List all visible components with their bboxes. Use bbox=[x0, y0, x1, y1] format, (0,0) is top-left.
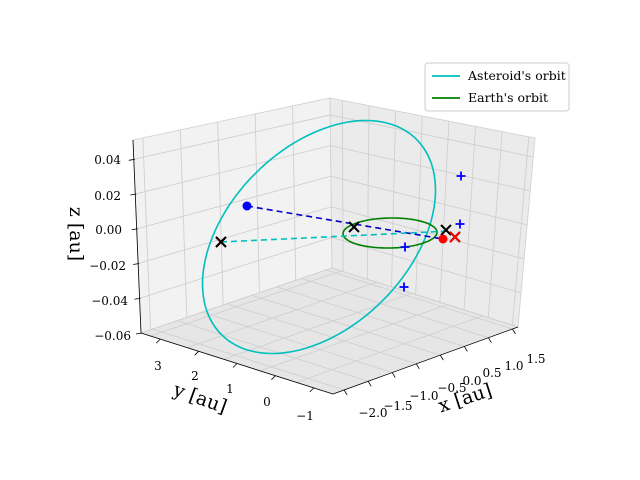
y-tick-mark bbox=[194, 351, 199, 356]
x-tick-mark bbox=[415, 363, 420, 370]
x-gridline bbox=[463, 126, 476, 310]
legend: Asteroid's orbit Earth's orbit bbox=[424, 62, 570, 112]
asteroid-earth-connector bbox=[246, 205, 444, 240]
x-floor-gridline bbox=[251, 294, 441, 356]
z-tick-label: −0.02 bbox=[89, 259, 126, 273]
x-floor-gridline bbox=[201, 311, 393, 373]
orbit-curves bbox=[201, 119, 451, 355]
z-tick-label: −0.06 bbox=[94, 329, 131, 343]
x-tick-mark bbox=[439, 354, 444, 361]
z-tick-mark bbox=[134, 297, 141, 300]
point-markers bbox=[215, 171, 466, 292]
y-tick-mark bbox=[271, 375, 276, 380]
reference-plus-marker bbox=[400, 242, 410, 252]
z-tick-label: −0.04 bbox=[91, 294, 128, 308]
x-gridline bbox=[391, 110, 397, 287]
reference-plus-marker bbox=[455, 219, 465, 229]
z-tick-mark bbox=[128, 158, 135, 161]
legend-label-asteroid: Asteroid's orbit bbox=[467, 68, 566, 83]
x-tick-label: −1.5 bbox=[383, 399, 412, 413]
y-floor-gridline bbox=[223, 292, 413, 360]
z-gridline bbox=[136, 175, 528, 230]
x-gridline bbox=[511, 136, 530, 326]
y-tick-mark bbox=[155, 338, 161, 344]
y-floor-gridline bbox=[296, 315, 483, 383]
node-x-marker bbox=[440, 224, 452, 236]
z-tick-mark bbox=[130, 193, 137, 196]
x-floor-gridline bbox=[177, 320, 369, 382]
axes bbox=[128, 139, 519, 396]
y-gridline bbox=[142, 137, 151, 330]
x-tick-label: −1.0 bbox=[409, 389, 438, 403]
legend-box bbox=[424, 62, 570, 112]
x-floor-gridline bbox=[226, 303, 417, 365]
y-tick-mark bbox=[232, 363, 238, 368]
x-axis-line bbox=[332, 326, 519, 395]
z-gridline bbox=[140, 267, 519, 334]
x-floor-gridline bbox=[301, 277, 489, 339]
x-floor-gridline bbox=[276, 286, 465, 347]
y-tick-labels: −1 0 1 2 3 bbox=[154, 359, 314, 423]
x-tick-label: −2.0 bbox=[358, 406, 387, 420]
z-tick-label: 0.04 bbox=[94, 153, 121, 167]
x-gridline bbox=[341, 100, 344, 272]
x-tick-mark bbox=[367, 381, 372, 387]
x-tick-mark bbox=[343, 389, 348, 396]
y-gridline bbox=[179, 129, 188, 318]
z-axis-line bbox=[132, 139, 142, 334]
node-x-marker bbox=[215, 236, 227, 248]
earth-orbit bbox=[342, 217, 438, 249]
node-x-marker bbox=[348, 221, 360, 233]
z-tick-label: 0.00 bbox=[95, 223, 122, 237]
x-tick-label: 1.0 bbox=[504, 359, 523, 373]
y-floor-gridline bbox=[259, 304, 448, 372]
y-tick-label: 0 bbox=[263, 395, 271, 409]
x-tick-mark bbox=[464, 346, 468, 352]
legend-label-earth: Earth's orbit bbox=[468, 90, 548, 105]
z-tick-mark bbox=[133, 263, 140, 265]
earth-position-marker bbox=[438, 234, 448, 244]
x-floor-gridline bbox=[152, 328, 345, 391]
y-tick-mark bbox=[309, 387, 315, 393]
y-tick-label: 1 bbox=[226, 382, 234, 396]
asteroid-position-marker bbox=[242, 201, 252, 211]
x-tick-label: 1.5 bbox=[526, 352, 545, 366]
node-connector bbox=[220, 230, 451, 243]
y-gridline bbox=[292, 105, 297, 281]
z-tick-mark bbox=[131, 228, 138, 231]
y-gridline bbox=[254, 113, 260, 293]
z-tick-mark bbox=[135, 332, 143, 335]
y-tick-label: 2 bbox=[191, 369, 199, 383]
x-floor-gridline bbox=[326, 269, 513, 330]
x-gridline bbox=[487, 131, 503, 318]
x-tick-mark bbox=[488, 337, 492, 343]
x-gridline bbox=[439, 121, 450, 303]
x-tick-labels: −2.0 −1.5 −1.0 −0.5 0.0 0.5 1.0 1.5 bbox=[358, 352, 545, 420]
reference-plus-marker bbox=[456, 171, 466, 181]
x-tick-label: 0.0 bbox=[462, 374, 481, 388]
node-x-marker bbox=[449, 231, 461, 243]
y-floor-gridline bbox=[150, 270, 342, 337]
y-gridline bbox=[217, 121, 224, 306]
y-floor-gridline bbox=[186, 281, 377, 349]
x-tick-label: −0.5 bbox=[437, 381, 466, 395]
y-tick-label: −1 bbox=[296, 409, 314, 423]
x-gridline bbox=[366, 105, 370, 280]
x-tick-label: 0.5 bbox=[482, 366, 501, 380]
y-axis-label: y [au] bbox=[169, 378, 229, 418]
z-tick-labels: −0.06 −0.04 −0.02 0.00 0.02 0.04 bbox=[89, 153, 131, 343]
z-gridline bbox=[133, 114, 534, 160]
z-axis-label: z [au] bbox=[65, 207, 87, 261]
x-tick-mark bbox=[512, 328, 516, 335]
y-tick-label: 3 bbox=[154, 359, 162, 373]
z-tick-label: 0.02 bbox=[94, 189, 121, 203]
x-tick-mark bbox=[391, 372, 396, 378]
reference-plus-marker bbox=[399, 282, 409, 292]
